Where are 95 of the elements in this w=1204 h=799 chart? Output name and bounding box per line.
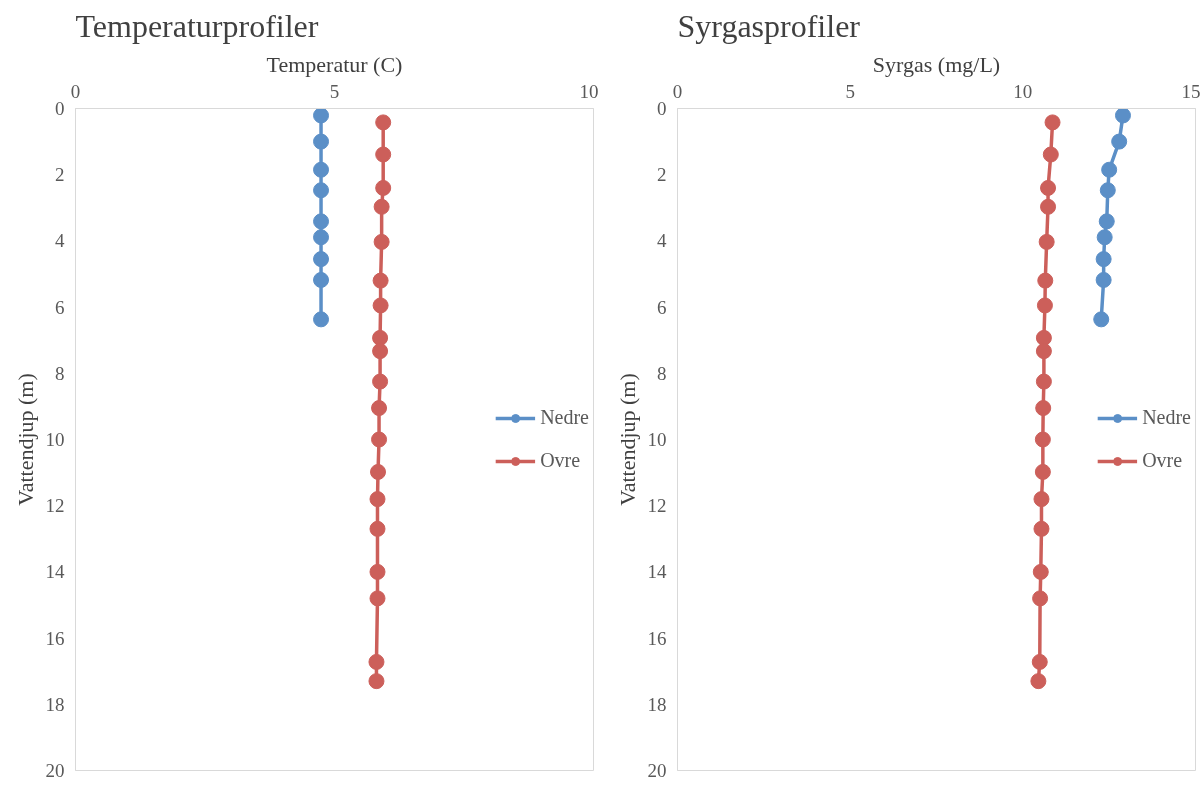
point [1035, 343, 1052, 360]
y-axis-title: Vattendjup (m) [12, 373, 38, 506]
y-tick-label: 16 [647, 627, 667, 649]
x-tick-label: 15 [1181, 80, 1201, 102]
y-tick-label: 0 [55, 98, 65, 119]
point [1035, 329, 1052, 346]
x-tick-label: 10 [579, 80, 599, 102]
point [373, 233, 390, 250]
point [1111, 133, 1128, 150]
y-tick-label: 10 [45, 429, 65, 450]
point [313, 229, 330, 246]
point [1034, 463, 1051, 480]
point [1031, 653, 1048, 670]
y-tick-label: 10 [647, 429, 667, 450]
point [1099, 182, 1116, 199]
point [1040, 179, 1057, 196]
y-tick-label: 20 [45, 760, 65, 781]
point [1095, 271, 1112, 288]
point [1095, 251, 1112, 268]
point [1044, 114, 1061, 131]
point [372, 272, 389, 289]
point [1033, 491, 1050, 508]
point [1036, 297, 1053, 314]
point [370, 463, 387, 480]
point [313, 161, 330, 178]
point [372, 297, 389, 314]
legend-label: Ovre [1142, 449, 1183, 472]
x-tick-label: 5 [329, 80, 340, 102]
y-tick-label: 14 [45, 561, 65, 583]
y-tick-label: 12 [45, 495, 65, 517]
point [369, 491, 386, 508]
legend-label: Nedre [540, 406, 589, 429]
point [1096, 229, 1113, 246]
point [372, 343, 389, 360]
y-tick-label: 4 [657, 230, 667, 252]
point [313, 108, 330, 124]
y-tick-label: 2 [55, 164, 65, 186]
point [375, 114, 392, 131]
point [1093, 311, 1110, 328]
point [1033, 520, 1050, 537]
point [373, 198, 390, 215]
point [1032, 590, 1049, 607]
point [371, 431, 388, 448]
x-tick-label: 10 [1013, 80, 1033, 102]
point [313, 213, 330, 230]
point [1030, 673, 1047, 690]
y-tick-label: 6 [55, 296, 65, 318]
y-tick-label: 12 [647, 495, 667, 517]
y-tick-label: 8 [55, 362, 65, 384]
x-axis-title: Temperatur (C) [266, 51, 403, 77]
point [1035, 400, 1052, 417]
point [369, 590, 386, 607]
point [1101, 161, 1118, 178]
x-tick-label: 0 [70, 80, 81, 102]
point [1038, 233, 1055, 250]
point [1042, 146, 1059, 163]
point [1114, 108, 1131, 124]
y-tick-label: 0 [657, 98, 667, 119]
point [313, 311, 330, 328]
y-tick-label: 18 [647, 693, 667, 715]
point [369, 520, 386, 537]
point [368, 673, 385, 690]
legend-label: Ovre [540, 449, 581, 472]
point [369, 563, 386, 580]
point [1040, 198, 1057, 215]
y-tick-label: 8 [657, 362, 667, 384]
point [1034, 431, 1051, 448]
chart-title: Syrgasprofiler [677, 7, 861, 44]
y-tick-label: 6 [657, 296, 667, 318]
x-axis-title: Syrgas (mg/L) [872, 51, 1001, 77]
y-tick-label: 2 [657, 164, 667, 186]
x-tick-label: 5 [845, 80, 855, 102]
point [313, 182, 330, 199]
point [1035, 373, 1052, 390]
x-tick-label: 0 [672, 80, 683, 102]
y-tick-label: 14 [647, 561, 667, 583]
y-tick-label: 16 [45, 627, 65, 649]
point [1098, 213, 1115, 230]
point [313, 251, 330, 268]
point [313, 271, 330, 288]
y-tick-label: 20 [647, 760, 667, 781]
legend-label: Nedre [1142, 406, 1191, 429]
point [313, 133, 330, 150]
point [368, 653, 385, 670]
y-tick-label: 18 [45, 693, 65, 715]
point [372, 329, 389, 346]
point [1037, 272, 1054, 289]
y-tick-label: 4 [55, 230, 65, 252]
point [372, 373, 389, 390]
chart-title: Temperaturprofiler [75, 7, 319, 44]
point [1032, 563, 1049, 580]
point [371, 400, 388, 417]
y-axis-title: Vattendjup (m) [614, 373, 640, 506]
point [375, 179, 392, 196]
point [375, 146, 392, 163]
